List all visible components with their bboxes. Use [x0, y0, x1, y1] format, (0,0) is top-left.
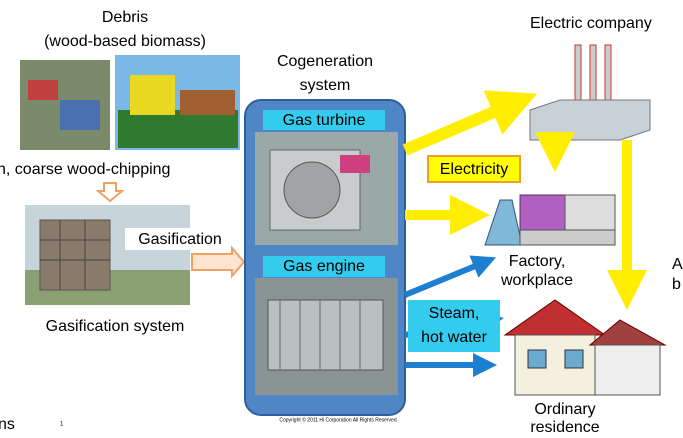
gasification-system-label: Gasification system [46, 318, 185, 335]
gas-engine-photo [255, 278, 398, 395]
gas-turbine-photo [255, 132, 398, 245]
steam-label: hot water [421, 329, 487, 346]
cogeneration-title: system [300, 77, 351, 94]
power-plant-icon [530, 45, 650, 140]
gasification-photo [25, 205, 190, 305]
gas-turbine-label: Gas turbine [283, 112, 366, 129]
edge-text: A [672, 256, 683, 273]
edge-text: ns [0, 416, 15, 433]
arrow [98, 183, 122, 201]
debris-subtitle: (wood-based biomass) [44, 33, 206, 50]
steam-label: Steam, [429, 305, 480, 322]
factory-icon [485, 195, 615, 245]
gasification-label: Gasification [138, 231, 222, 248]
debris-title: Debris [102, 9, 148, 26]
factory-label: workplace [500, 272, 573, 289]
debris-image [20, 55, 240, 150]
electric-company-label: Electric company [530, 15, 652, 32]
page-number: 1 [60, 422, 64, 428]
residence-label: residence [530, 419, 599, 436]
copyright: Copyright © 2011 Hi Corporation All Righ… [279, 416, 396, 423]
diagram: Debris (wood-based biomass) n, coarse wo… [0, 0, 683, 438]
arrow [192, 248, 244, 276]
factory-label: Factory, [509, 253, 566, 270]
house-icon [505, 300, 665, 395]
edge-text: b [672, 276, 681, 293]
gas-engine-label: Gas engine [283, 258, 365, 275]
cogeneration-title: Cogeneration [277, 53, 373, 70]
electricity-label: Electricity [440, 161, 508, 178]
residence-label: Ordinary [534, 401, 595, 418]
chipping-label: n, coarse wood-chipping [0, 161, 170, 178]
